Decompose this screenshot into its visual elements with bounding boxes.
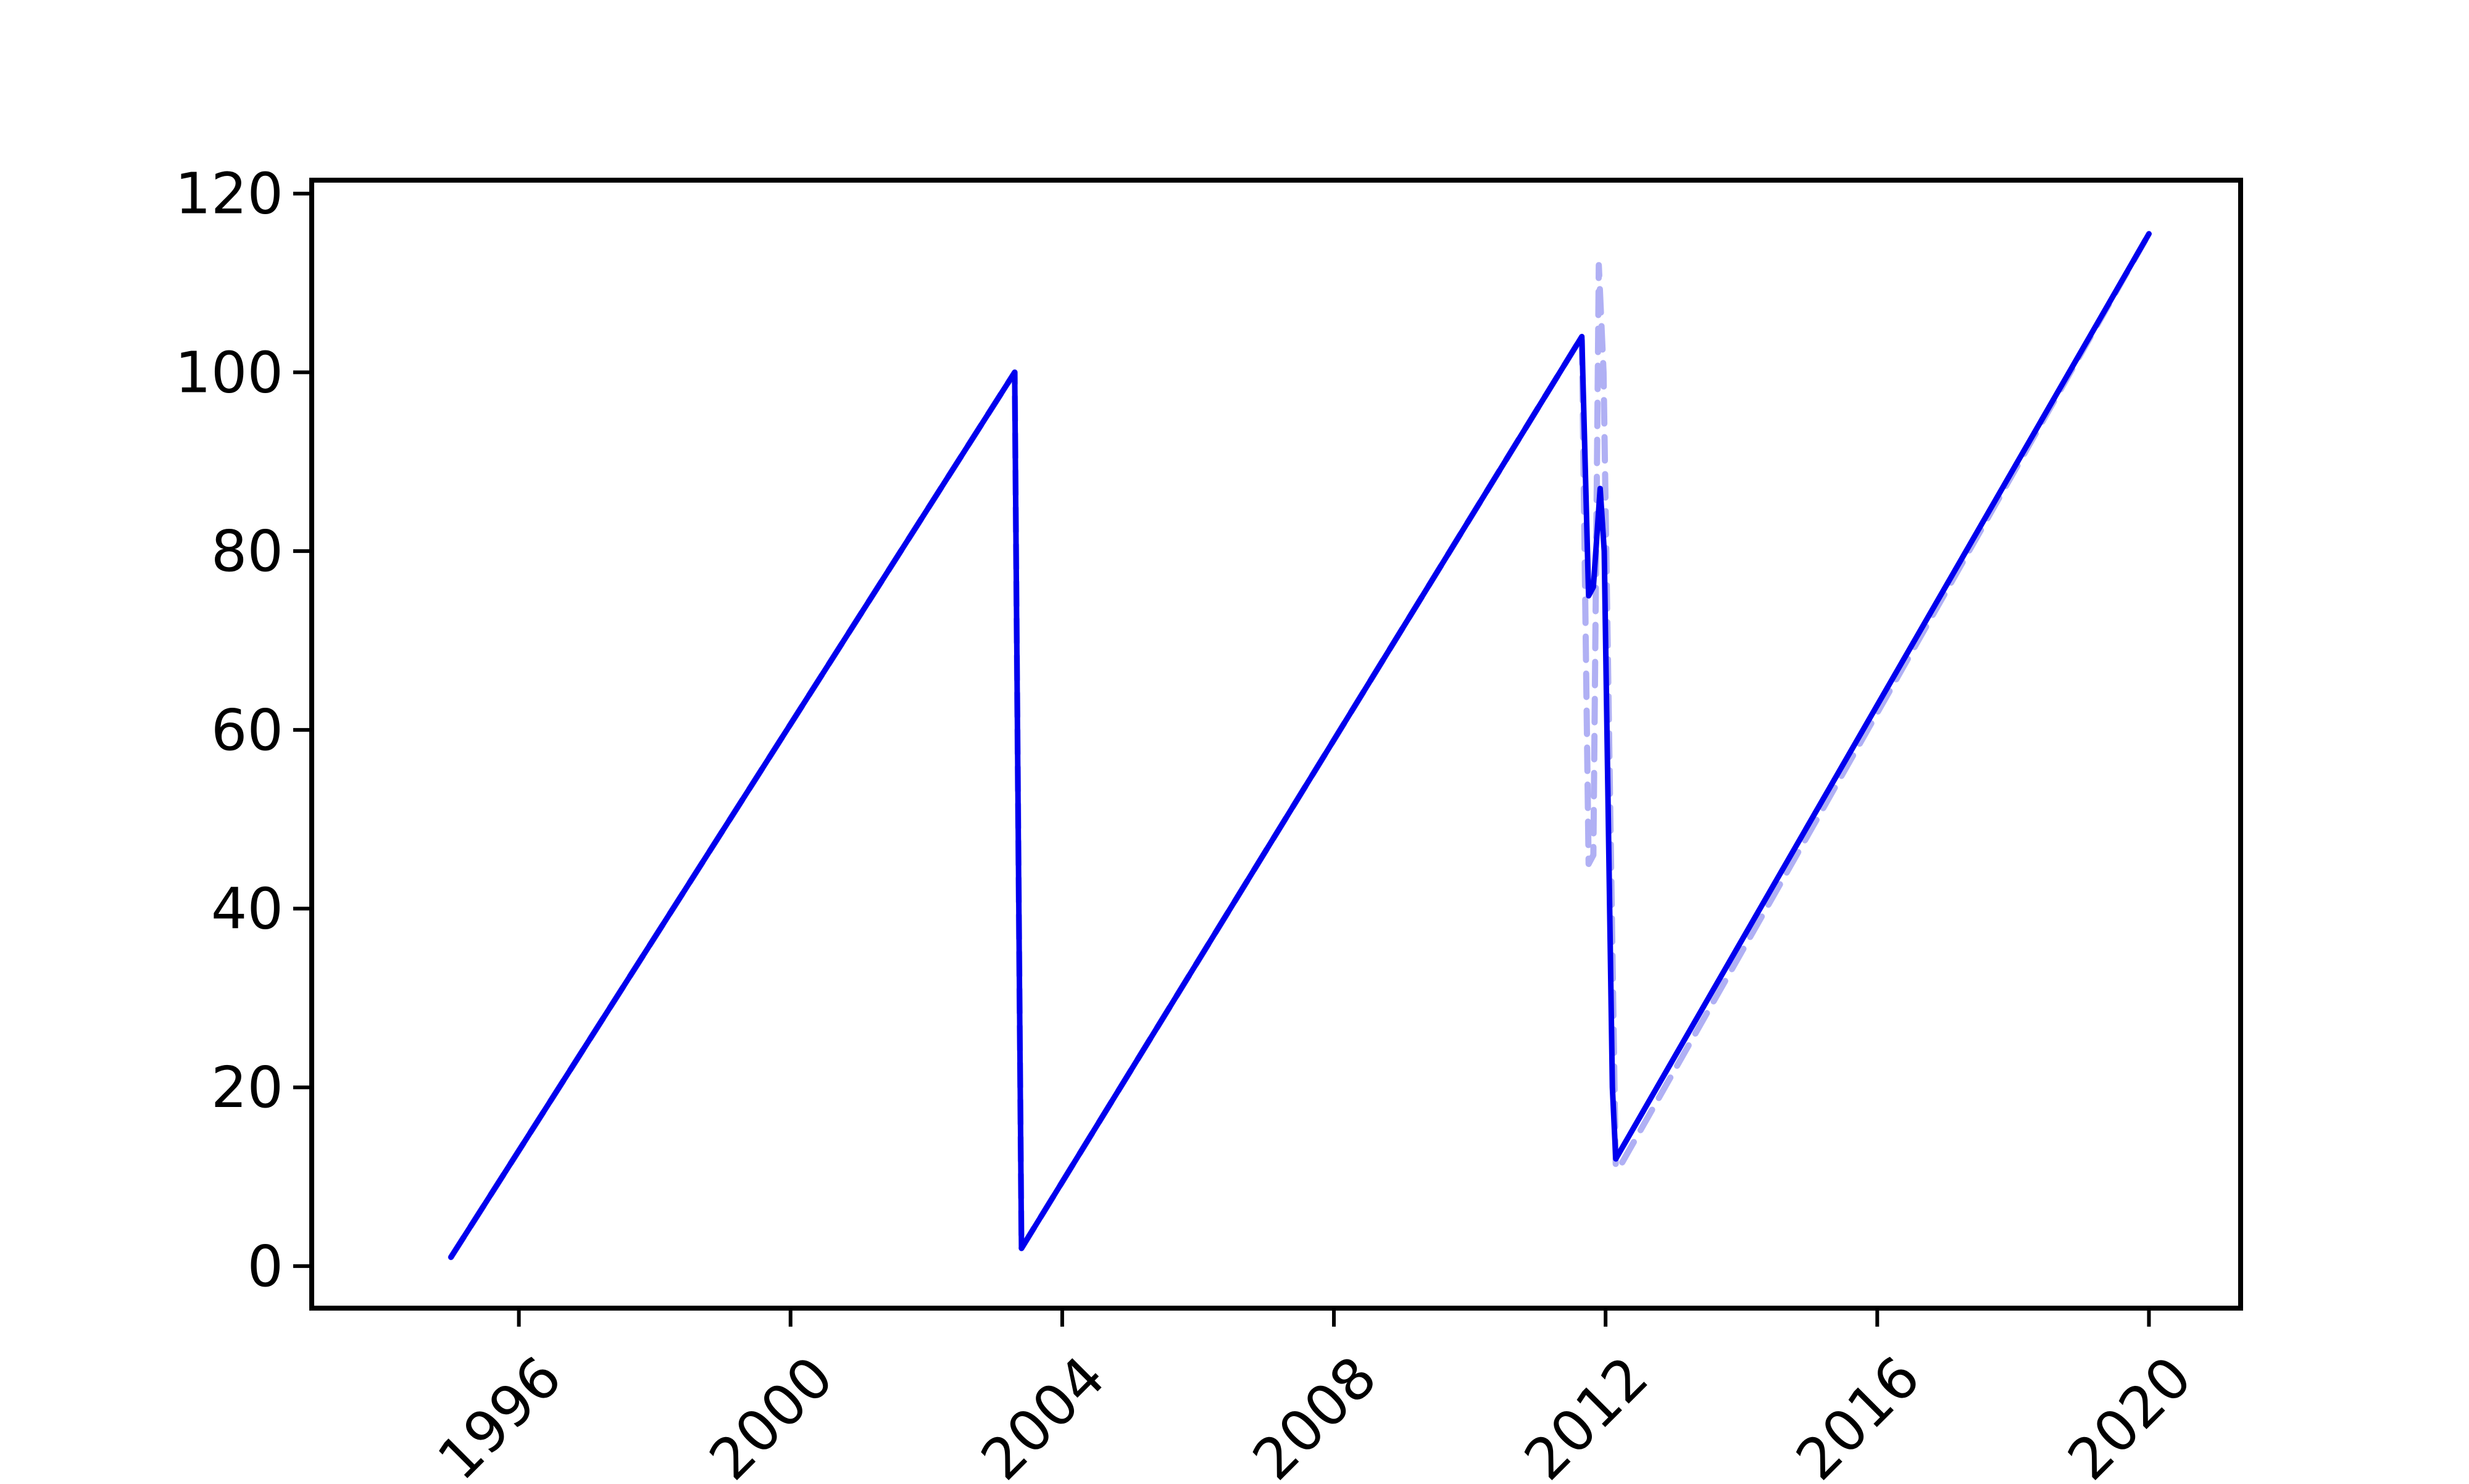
y-tick-label: 20 [211, 1055, 283, 1121]
y-tick-label: 40 [211, 876, 283, 942]
y-tick-label: 100 [175, 339, 283, 405]
y-tick-label: 80 [211, 518, 283, 584]
y-tick-label: 60 [211, 697, 283, 763]
y-tick-label: 120 [175, 161, 283, 227]
y-tick-label: 0 [247, 1233, 283, 1300]
